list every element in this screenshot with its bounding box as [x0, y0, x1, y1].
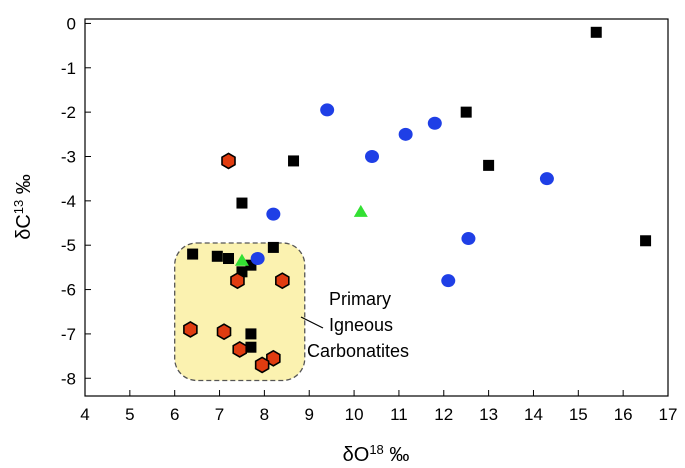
x-tick-label: 7 [215, 405, 224, 424]
square-point [288, 155, 300, 167]
x-tick-label: 9 [304, 405, 313, 424]
square-point [223, 253, 235, 265]
hexagon-point [266, 349, 281, 367]
x-tick-label: 12 [434, 405, 453, 424]
y-axis-label-unit: ‰ [13, 174, 35, 200]
circle-point [398, 127, 413, 141]
x-axis-label-sup: 18 [369, 442, 383, 457]
x-axis-label-main: δO [343, 444, 370, 466]
square-point [590, 26, 602, 38]
y-axis-label: δC13 ‰ [11, 174, 35, 240]
annotation-line-3: Carbonatites [307, 341, 409, 361]
hexagon-point [221, 152, 236, 170]
x-tick-label: 15 [569, 405, 588, 424]
square-point [245, 341, 257, 353]
x-tick-label: 5 [125, 405, 134, 424]
x-tick-label: 14 [524, 405, 543, 424]
hexagon-point [230, 272, 245, 290]
y-tick-label: -4 [61, 192, 76, 211]
y-axis-label-main: δC [13, 214, 35, 240]
plot-area [84, 18, 669, 397]
x-axis-label-unit: ‰ [384, 444, 410, 466]
circle-point [365, 149, 380, 163]
y-tick-label: -6 [61, 281, 76, 300]
y-tick-label: -2 [61, 103, 76, 122]
x-axis-label: δO18 ‰ [343, 442, 410, 466]
annotation-region-box [174, 242, 306, 382]
square-point [267, 241, 279, 253]
y-tick-label: -1 [61, 59, 76, 78]
circle-point [461, 232, 476, 246]
y-axis-label-sup: 13 [11, 200, 26, 214]
y-tick-label: 0 [67, 14, 76, 33]
annotation-line-2: Igneous [329, 315, 393, 335]
hexagon-point [254, 356, 270, 374]
annotation-label: Primary Igneous Carbonatites [307, 289, 409, 361]
x-tick-label: 11 [390, 405, 408, 424]
x-tick-label: 8 [260, 405, 269, 424]
square-point [245, 328, 257, 340]
x-tick-label: 4 [80, 405, 89, 424]
circle-point [250, 252, 265, 266]
y-tick-label: -8 [61, 369, 76, 388]
annotation-leader-line [300, 316, 324, 329]
square-point [236, 197, 248, 209]
x-tick-label: 10 [345, 405, 364, 424]
square-point [211, 250, 223, 262]
annotation-line-1: Primary [329, 289, 391, 309]
square-point [245, 259, 257, 271]
x-tick-label: 6 [170, 405, 179, 424]
square-point [187, 248, 199, 260]
square-point [460, 106, 472, 118]
x-tick-label: 16 [614, 405, 633, 424]
circle-point [320, 103, 335, 117]
circle-point [441, 274, 456, 288]
hexagon-point [183, 321, 198, 338]
circle-point [266, 207, 281, 221]
x-tick-label: 17 [659, 405, 678, 424]
triangle-point [234, 253, 249, 266]
square-point [236, 266, 248, 278]
y-tick-label: -3 [61, 147, 76, 166]
hexagon-point [275, 272, 290, 290]
y-tick-label: -5 [61, 236, 76, 255]
triangle-point [353, 204, 368, 217]
square-point [640, 235, 652, 247]
circle-point [427, 116, 442, 130]
hexagon-point [216, 323, 232, 341]
x-tick-label: 13 [479, 405, 498, 424]
y-tick-label: -7 [61, 325, 76, 344]
square-point [483, 159, 495, 171]
circle-point [539, 172, 554, 186]
hexagon-point [232, 341, 248, 358]
